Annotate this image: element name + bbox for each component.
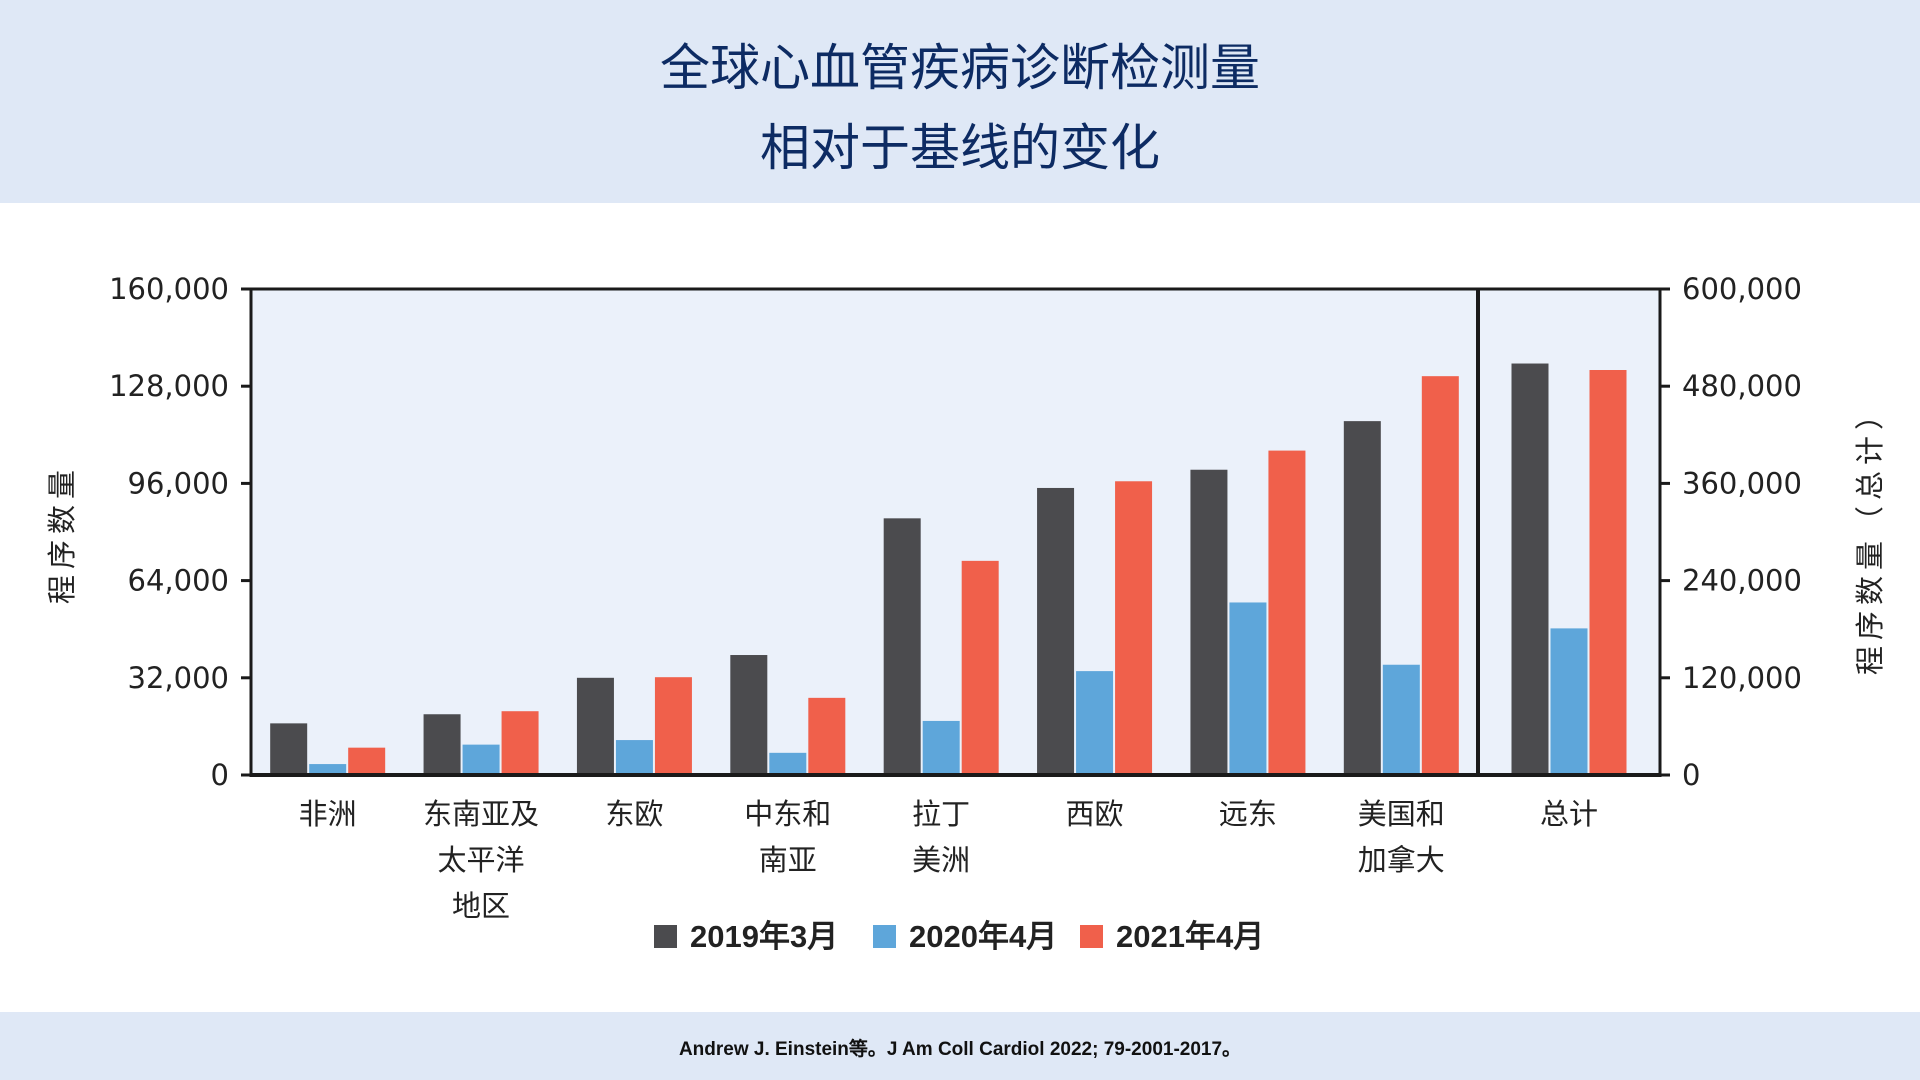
bar-3-4 — [808, 697, 846, 775]
bar-2-7 — [1229, 602, 1267, 775]
left-tick-label: 96,000 — [128, 466, 229, 500]
category-label: 非洲 — [299, 797, 357, 831]
legend-swatch — [1080, 925, 1103, 948]
right-tick-label: 360,000 — [1682, 466, 1802, 500]
left-tick-label: 0 — [211, 758, 229, 792]
right-tick-label: 0 — [1682, 758, 1700, 792]
category-label: 东南亚及 — [423, 797, 539, 831]
category-label: 西欧 — [1066, 797, 1124, 831]
legend-swatch — [873, 925, 896, 948]
right-tick-label: 480,000 — [1682, 369, 1802, 403]
left-tick-label: 128,000 — [109, 369, 229, 403]
chart-title-line1: 全球心血管疾病诊断检测量 — [660, 39, 1260, 97]
bar-1-7 — [1190, 469, 1228, 775]
y-axis-title-right: 程序数量（总计） — [1853, 395, 1887, 675]
bar-2-8 — [1382, 664, 1420, 775]
right-tick-label: 240,000 — [1682, 564, 1802, 598]
bar-total-3 — [1589, 370, 1627, 775]
bar-2-6 — [1076, 671, 1114, 775]
y-axis-title: 程序数量 — [45, 464, 79, 604]
left-tick-label: 32,000 — [128, 661, 229, 695]
bar-2-5 — [922, 720, 960, 775]
bar-3-2 — [501, 711, 539, 775]
bar-total-2 — [1550, 628, 1588, 775]
category-label: 远东 — [1219, 797, 1277, 831]
footer-band: Andrew J. Einstein等。J Am Coll Cardiol 20… — [0, 1012, 1920, 1080]
legend-swatch — [654, 925, 677, 948]
bar-2-3 — [615, 740, 653, 775]
left-tick-label: 160,000 — [109, 272, 229, 306]
bar-1-3 — [576, 677, 614, 775]
bar-3-5 — [961, 560, 999, 775]
bar-3-1 — [348, 747, 386, 775]
bar-1-6 — [1037, 487, 1075, 775]
right-tick-label: 600,000 — [1682, 272, 1802, 306]
bar-2-2 — [462, 744, 500, 775]
bar-1-4 — [730, 655, 768, 775]
bar-3-8 — [1421, 376, 1459, 775]
left-tick-label: 64,000 — [128, 564, 229, 598]
category-label: 地区 — [452, 889, 510, 923]
bar-total-1 — [1511, 363, 1549, 775]
legend-label: 2021年4月 — [1116, 919, 1264, 954]
category-label: 美洲 — [912, 843, 970, 877]
legend-label: 2020年4月 — [909, 919, 1057, 954]
bar-1-1 — [270, 723, 308, 775]
category-label: 东欧 — [605, 797, 663, 831]
category-label: 美国和 — [1358, 797, 1445, 831]
bar-2-1 — [309, 764, 347, 775]
bar-1-8 — [1343, 421, 1381, 775]
citation: Andrew J. Einstein等。J Am Coll Cardiol 20… — [678, 1039, 1242, 1060]
bar-3-6 — [1115, 481, 1153, 775]
bar-3-7 — [1268, 450, 1306, 775]
right-tick-label: 120,000 — [1682, 661, 1802, 695]
category-label: 太平洋 — [438, 843, 525, 877]
legend-label: 2019年3月 — [690, 919, 838, 954]
bar-1-5 — [883, 518, 921, 775]
category-label: 南亚 — [759, 843, 817, 877]
header-band: 全球心血管疾病诊断检测量 相对于基线的变化 — [0, 0, 1920, 203]
category-label: 拉丁 — [912, 797, 970, 831]
bar-3-3 — [654, 677, 692, 775]
bar-2-4 — [769, 752, 807, 775]
chart-title-line2: 相对于基线的变化 — [760, 119, 1160, 177]
category-label: 加拿大 — [1358, 843, 1445, 877]
category-label-total: 总计 — [1540, 797, 1598, 831]
category-label: 中东和 — [744, 797, 831, 831]
bar-1-2 — [423, 714, 461, 775]
